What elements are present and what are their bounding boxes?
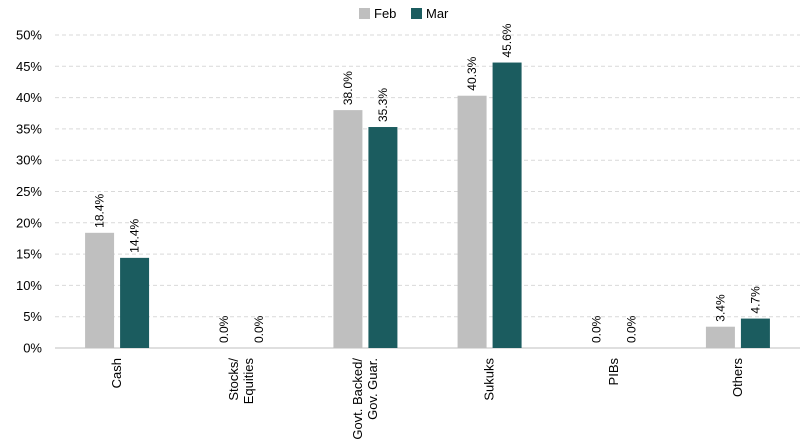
data-label: 14.4% [128, 219, 142, 253]
y-tick-label: 25% [16, 184, 42, 199]
bar-feb [333, 110, 362, 348]
bar-mar [493, 63, 522, 348]
data-label: 0.0% [624, 315, 638, 343]
bar-mar [368, 127, 397, 348]
legend-label-mar: Mar [426, 6, 449, 21]
x-category-label: Sukuks [482, 358, 497, 401]
x-axis: Cash Stocks/Equities Govt. Backed/Gov. Gua… [109, 358, 745, 440]
data-label: 35.3% [376, 88, 390, 122]
data-label: 4.7% [748, 286, 762, 314]
y-tick-label: 10% [16, 278, 42, 293]
x-category-label: Stocks/ [226, 358, 241, 401]
x-category-label: Govt. Backed/ [350, 358, 365, 440]
y-tick-label: 15% [16, 247, 42, 262]
y-tick-label: 30% [16, 153, 42, 168]
bar-feb [458, 96, 487, 348]
y-tick-label: 0% [23, 341, 42, 356]
data-label: 45.6% [500, 23, 514, 57]
bars: 18.4% 14.4% 0.0% 0.0% 38.0% 35.3% 40.3% 45.6% 0.… [85, 23, 770, 348]
x-category-label: PIBs [606, 358, 621, 386]
data-label: 38.0% [341, 71, 355, 105]
legend-swatch-feb [359, 8, 370, 19]
y-tick-label: 20% [16, 215, 42, 230]
legend-swatch-mar [411, 8, 422, 19]
y-tick-label: 50% [16, 28, 42, 43]
y-tick-label: 40% [16, 90, 42, 105]
data-label: 18.4% [93, 193, 107, 227]
data-label: 0.0% [217, 315, 231, 343]
y-tick-label: 5% [23, 309, 42, 324]
x-category-label: Equities [241, 358, 256, 405]
x-category-label: Others [730, 358, 745, 398]
bar-feb [85, 233, 114, 348]
y-tick-label: 35% [16, 121, 42, 136]
legend: Feb Mar [359, 6, 449, 21]
data-label: 40.3% [465, 56, 479, 90]
bar-feb [706, 327, 735, 348]
bar-mar [741, 319, 770, 348]
x-category-label: Gov. Guar. [365, 358, 380, 420]
data-label: 3.4% [713, 294, 727, 322]
x-category-label: Cash [109, 358, 124, 388]
y-tick-label: 45% [16, 59, 42, 74]
bar-mar [120, 258, 149, 348]
gridlines [55, 35, 800, 348]
data-label: 0.0% [589, 315, 603, 343]
y-axis: 0% 5% 10% 15% 20% 25% 30% 35% 40% 45% 50% [16, 28, 42, 356]
data-label: 0.0% [252, 315, 266, 343]
legend-label-feb: Feb [374, 6, 396, 21]
